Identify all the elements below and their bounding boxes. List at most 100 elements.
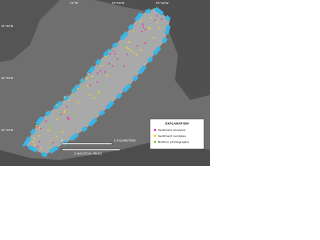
sample-point [148,26,150,29]
sample-points [32,15,165,150]
sample-point [38,135,40,137]
legend-symbol [153,128,157,132]
sample-point [83,78,85,80]
scale-label: 5 KILOMETERS [114,139,136,143]
sample-point [123,65,125,67]
sample-point [95,78,97,81]
sample-point [57,127,59,130]
lat-label: 41°30'N [1,76,13,80]
sample-point [47,126,50,128]
sample-point [132,30,134,33]
sample-point [100,65,102,67]
sample-point [59,110,61,113]
sample-point [67,92,69,95]
sample-point [49,123,52,126]
sample-point [77,101,79,104]
sample-point [89,93,91,96]
sample-point [81,86,84,89]
legend-symbol [153,134,157,138]
sample-point [139,20,142,22]
sample-point [34,137,36,140]
sample-point [109,52,111,55]
lat-label: 41°40'N [1,24,13,28]
sample-point [71,89,74,92]
sample-point [77,87,79,90]
legend-item: Bottom photographs [158,140,189,144]
sample-point [63,109,66,112]
sample-point [123,45,126,47]
sample-point [96,72,99,74]
sample-point [99,93,102,95]
sample-point [96,81,99,84]
sample-point [150,16,152,19]
scale-km [61,142,113,145]
sample-point [36,145,39,148]
sample-point [54,131,56,134]
lat-label: 41°20'N [1,128,13,132]
sample-point [142,23,144,26]
sample-point [108,51,111,53]
lon-label: 70°40'W [156,1,169,5]
sample-point [87,72,89,75]
sample-point [149,28,151,30]
sample-point [140,49,142,51]
sample-point [66,116,69,119]
sample-point [39,147,42,150]
legend-item: Sediment samples [158,134,186,138]
sample-point [96,93,99,95]
sample-point [36,125,39,128]
sample-point [45,120,47,122]
sample-point [60,113,62,115]
sample-point [111,65,114,67]
scale-nmi [61,148,121,151]
sample-point [86,107,88,110]
sample-point [127,48,130,50]
sample-point [114,52,116,55]
sample-point [154,19,156,22]
sample-point [106,74,108,77]
sample-point [56,104,59,106]
sample-point [126,47,128,49]
sample-point [126,51,128,54]
sample-point [68,99,70,101]
sample-point [103,86,106,89]
sample-point [59,114,61,116]
sample-point [86,90,88,92]
sample-point [100,61,103,64]
sample-point [122,44,124,46]
sample-point [144,42,146,44]
legend-item: Sediment analysis [158,128,186,132]
sample-point [48,127,50,130]
sample-point [156,15,158,17]
sample-point [157,26,160,29]
sample-point [162,26,165,28]
lon-label: 70°50'W [112,1,125,5]
sample-point [156,21,158,23]
scale-zero: 0 [61,139,63,143]
sample-point [112,50,115,52]
sample-point [116,58,119,60]
sample-point [81,79,84,81]
sample-point [56,135,58,138]
sample-point [99,70,102,72]
sample-point [90,75,93,77]
sample-point [93,97,95,99]
sample-point [85,77,88,80]
sample-point [141,30,143,33]
sample-point [61,131,64,133]
sample-point [97,91,100,94]
sample-point [133,51,135,54]
survey-area [22,5,173,158]
sample-point [126,53,128,56]
lon-label: 71°W [70,1,78,5]
sample-point [136,53,138,56]
sample-point [130,49,132,52]
sample-point [142,25,144,28]
sample-point [160,18,163,20]
sample-point [104,55,107,58]
sample-point [86,84,89,87]
sample-point [72,113,75,116]
sample-point [67,118,70,120]
land [0,0,60,62]
sample-point [144,28,146,31]
